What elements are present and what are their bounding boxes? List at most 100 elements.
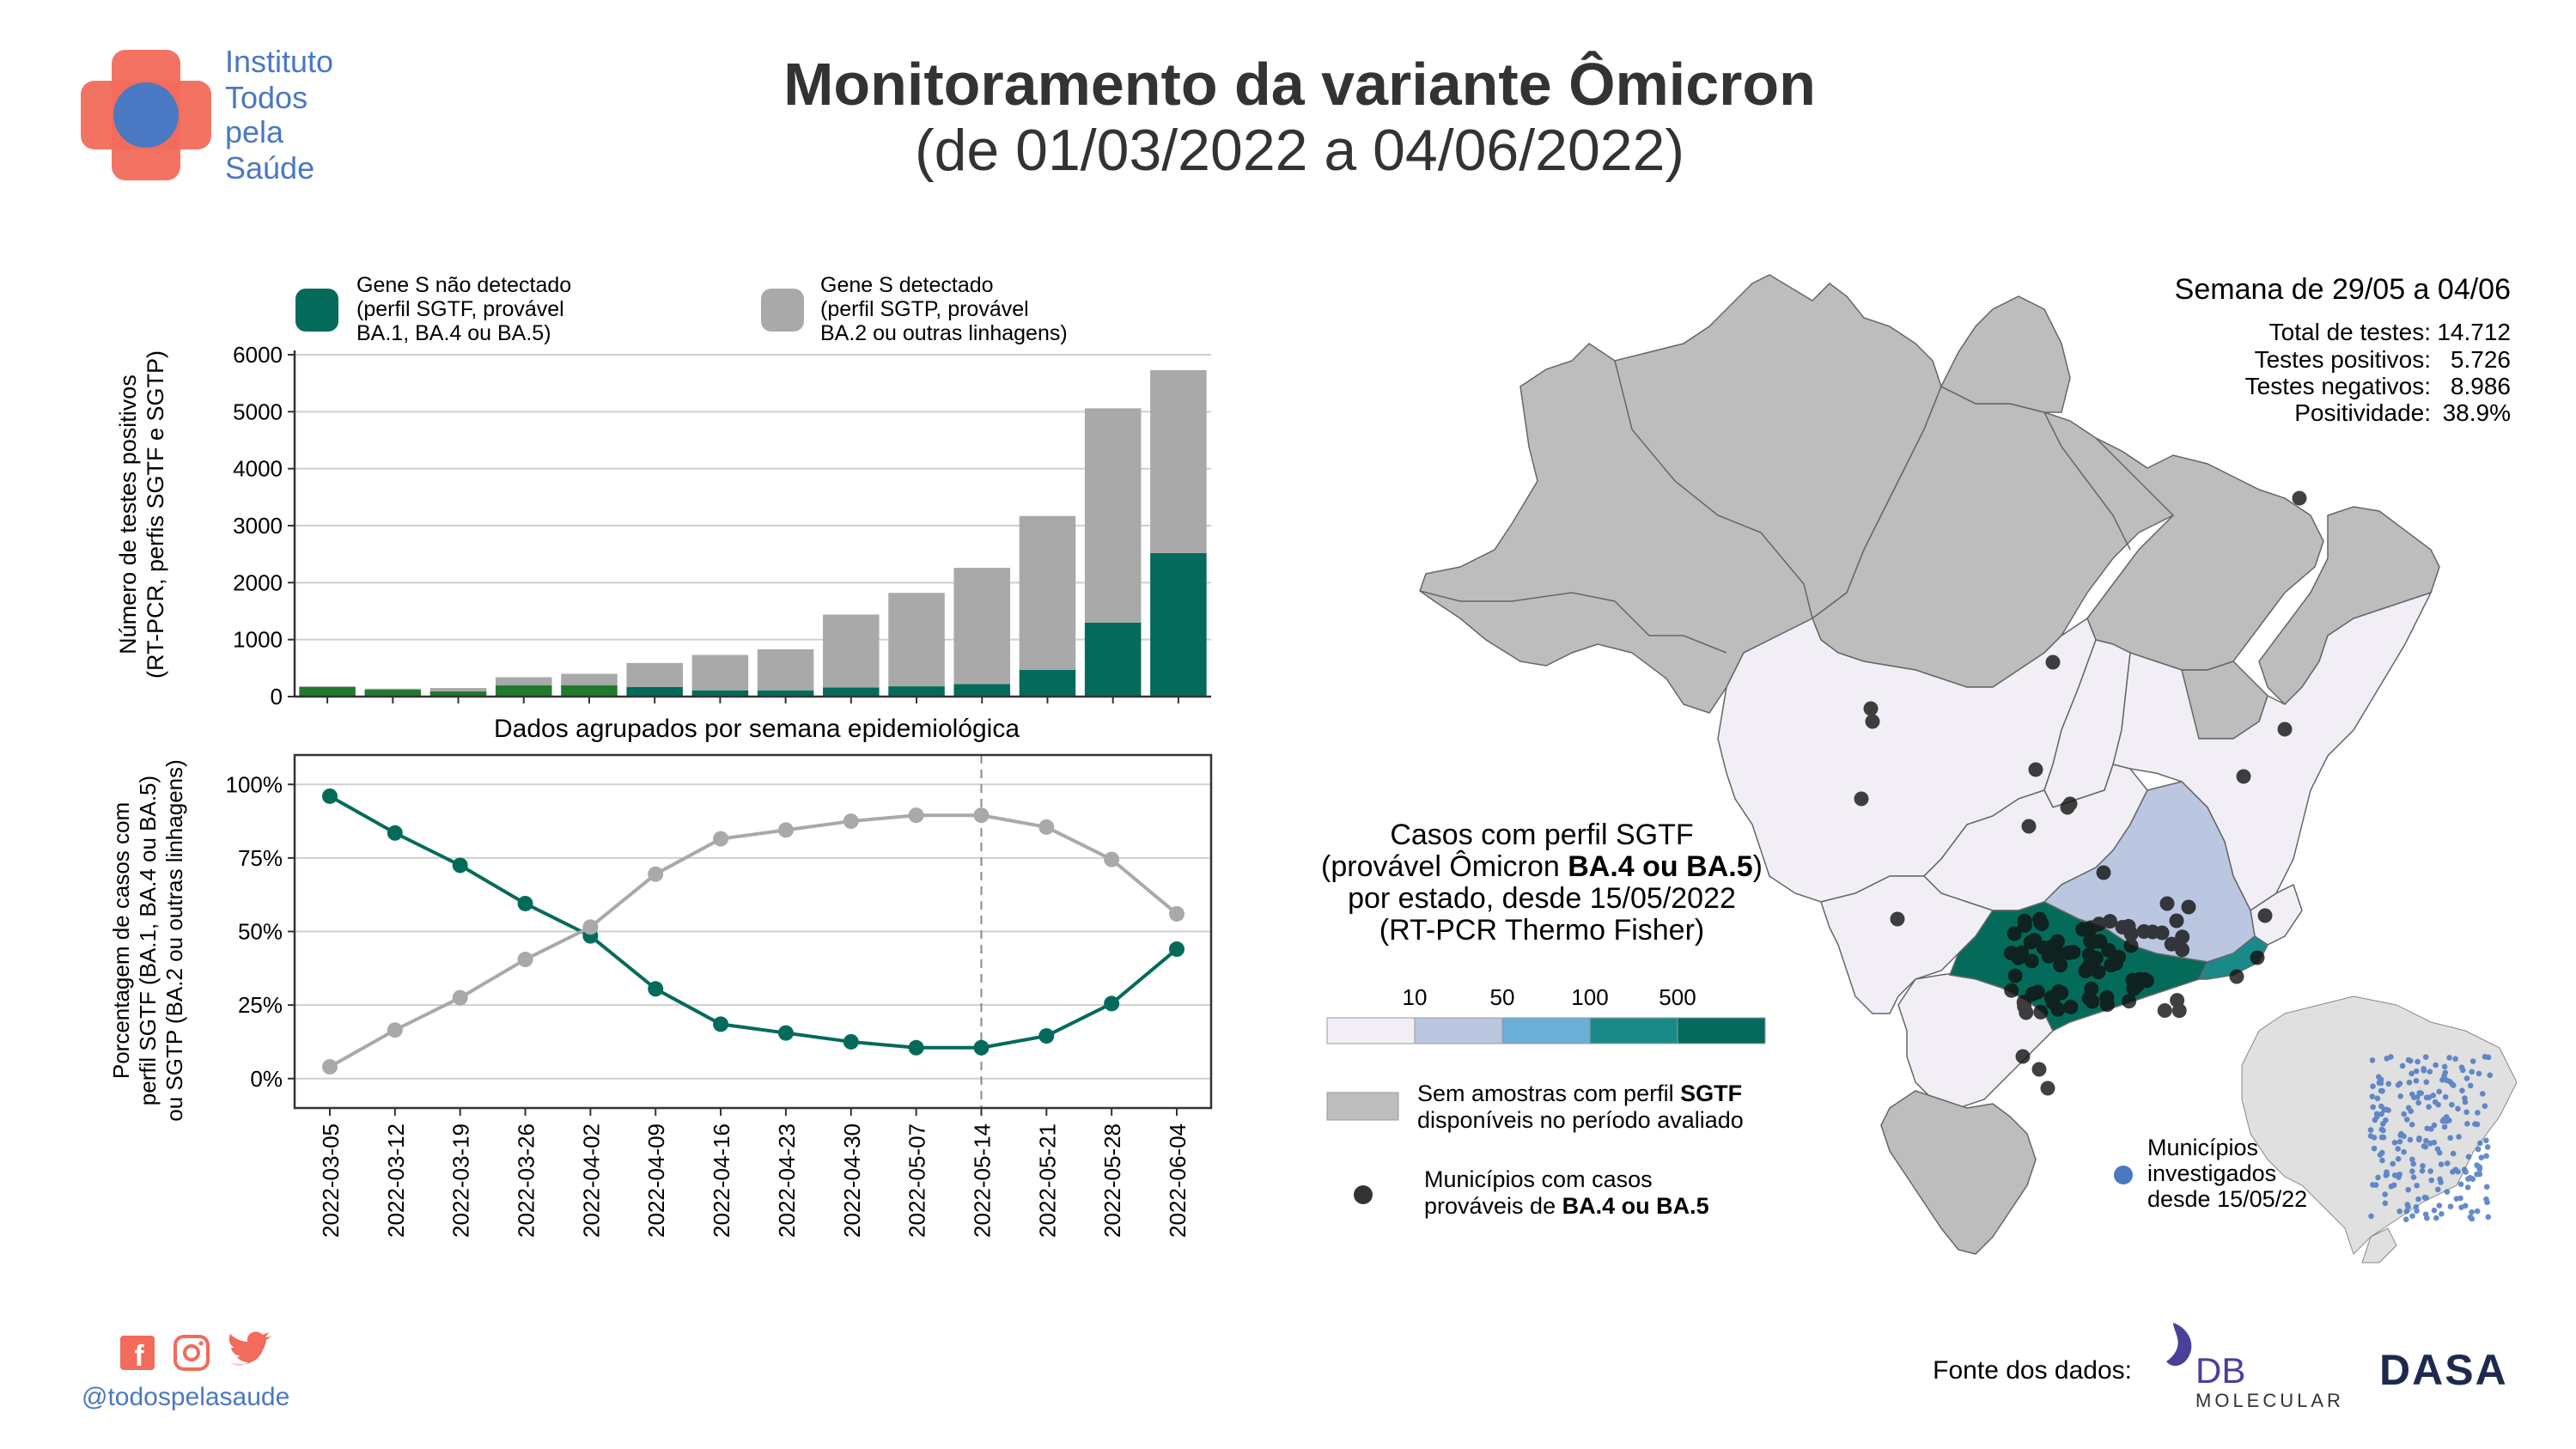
bar-sgtf — [1150, 552, 1207, 697]
line-xtick-label: 2022-04-23 — [774, 1123, 800, 1238]
point-sgtp — [452, 989, 468, 1006]
twitter-icon[interactable] — [228, 1331, 271, 1366]
map-region-rio-grande-sul — [1880, 1090, 2037, 1255]
line-ylabel-line3: ou SGTP (BA.2 ou outras linhagens) — [161, 759, 187, 1122]
inset-dot — [2438, 1161, 2445, 1167]
inset-dot — [2479, 1091, 2486, 1097]
inset-dot — [2369, 1057, 2376, 1063]
municipio-dot — [2033, 1004, 2049, 1020]
line-xtick-label: 2022-03-26 — [514, 1123, 539, 1238]
municipio-dot — [2004, 983, 2019, 998]
inset-dot — [2434, 1186, 2441, 1193]
bar-xlabel: Dados agrupados por semana epidemiológic… — [494, 715, 1020, 743]
inset-dot — [2450, 1150, 2457, 1157]
line-xtick-label: 2022-04-30 — [839, 1123, 865, 1238]
point-sgtp — [322, 1059, 338, 1075]
bar-sgtp — [299, 686, 356, 687]
municipio-dot — [2170, 993, 2185, 1008]
inset-dot — [2405, 1105, 2412, 1111]
map-legend-title-4: (RT-PCR Thermo Fisher) — [1379, 914, 1704, 947]
map-region-north-west — [1419, 274, 1942, 714]
map-boundary-lines-2 — [1614, 360, 1813, 619]
inset-dot — [2485, 1054, 2492, 1061]
inset-dot — [2370, 1104, 2376, 1111]
social-icons: f — [120, 1331, 271, 1373]
inset-dot — [2367, 1127, 2374, 1133]
logo-line-3: pela — [225, 114, 284, 149]
inset-dot — [2444, 1189, 2451, 1195]
line-ytick-label: 50% — [238, 919, 283, 945]
municipio-dot — [2157, 1003, 2172, 1019]
line-gridlines — [295, 783, 1211, 1080]
inset-dot — [2426, 1104, 2432, 1110]
bar-sgtf — [429, 691, 487, 697]
inset-dot — [2374, 1095, 2381, 1102]
no-samples-line2: disponíveis no período avaliado — [1417, 1107, 1744, 1133]
municipio-dot — [1890, 911, 1905, 927]
inset-dot — [2391, 1139, 2398, 1146]
bar-sgtp — [953, 568, 1011, 685]
inset-dot — [2370, 1083, 2376, 1090]
inset-dot — [2469, 1058, 2476, 1064]
line-ytick-label: 25% — [238, 992, 283, 1018]
logo-line-2: Todos — [225, 80, 308, 115]
point-sgtp — [582, 919, 599, 935]
inset-dot — [2407, 1057, 2414, 1064]
line-xtick-label: 2022-03-19 — [448, 1123, 474, 1238]
municipio-dot — [2169, 913, 2184, 928]
map-stats: Semana de 29/05 a 04/06 Total de testes:… — [2175, 273, 2511, 426]
inset-dot — [2478, 1154, 2485, 1160]
inset-dot — [2397, 1132, 2404, 1139]
instagram-icon[interactable] — [174, 1335, 210, 1371]
line-xtick-label: 2022-04-02 — [578, 1123, 604, 1238]
bar-sgtp — [429, 688, 487, 692]
inset-dot — [2379, 1088, 2385, 1094]
point-sgtf — [452, 857, 468, 874]
inset-dot — [2442, 1093, 2449, 1100]
municipio-dot — [2229, 969, 2244, 984]
stat-label-negative: Testes negativos: — [2245, 373, 2431, 399]
inset-dot — [2436, 1088, 2443, 1095]
municipio-dot — [2122, 994, 2137, 1009]
point-sgtf — [777, 1025, 794, 1041]
social-handle[interactable]: @todospelasaude — [82, 1383, 289, 1411]
inset-swatch — [2114, 1166, 2133, 1184]
inset-dot — [2446, 1055, 2452, 1061]
logo-line-4: Saúde — [225, 150, 314, 186]
inset-dot — [2382, 1200, 2389, 1207]
db-logo-sub: MOLECULAR — [2195, 1390, 2344, 1411]
db-logo-text: DB — [2195, 1350, 2245, 1391]
municipio-dot — [2050, 1002, 2066, 1017]
line-ytick-label: 100% — [226, 771, 283, 797]
municipio-dot — [2024, 953, 2039, 969]
municipio-dot — [2159, 896, 2175, 911]
no-samples-swatch — [1326, 1092, 1399, 1121]
facebook-icon[interactable]: f — [120, 1336, 155, 1373]
inset-dot — [2410, 1174, 2417, 1180]
inset-dot — [2467, 1214, 2474, 1221]
bar-ytick-label: 2000 — [233, 569, 283, 595]
inset-dot — [2433, 1062, 2439, 1068]
legend-sgtp-line3: BA.2 ou outras linhagens) — [820, 321, 1068, 345]
bar-ytick-label: 4000 — [233, 456, 283, 482]
inset-dot — [2372, 1117, 2378, 1123]
legend-swatch-sgtp — [761, 289, 804, 332]
scale-lt10 — [1326, 1017, 1416, 1044]
inset-dot — [2375, 1174, 2381, 1181]
inset-dot — [2484, 1199, 2490, 1206]
inset-dot — [2444, 1077, 2450, 1084]
inset-dot — [2469, 1209, 2475, 1215]
inset-dot — [2413, 1203, 2420, 1210]
inset-dot — [2378, 1111, 2384, 1117]
line-xtick-label: 2022-06-04 — [1165, 1123, 1191, 1238]
inset-dot — [2441, 1073, 2447, 1079]
inset-dot — [2465, 1154, 2472, 1160]
inset-dot — [2413, 1077, 2420, 1084]
point-sgtp — [1169, 905, 1184, 922]
inset-dot — [2463, 1109, 2469, 1116]
line-chart: 0%25%50%75%100% 2022-03-05 2022-03-12 2022… — [108, 753, 1213, 1238]
municipios-line1: Municípios com casos — [1424, 1166, 1653, 1192]
map-region-mato-grosso-sul — [1820, 875, 1994, 1014]
point-sgtp — [517, 952, 533, 968]
municipio-dot — [2016, 995, 2031, 1010]
